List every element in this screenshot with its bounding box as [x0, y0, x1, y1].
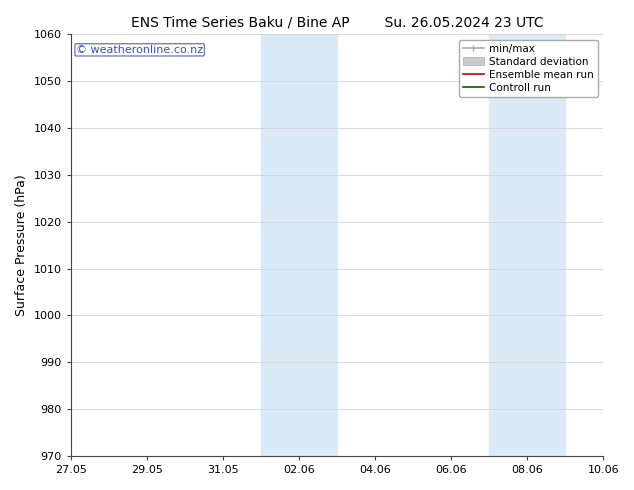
Y-axis label: Surface Pressure (hPa): Surface Pressure (hPa) — [15, 174, 28, 316]
Title: ENS Time Series Baku / Bine AP        Su. 26.05.2024 23 UTC: ENS Time Series Baku / Bine AP Su. 26.05… — [131, 15, 543, 29]
Bar — [261, 34, 337, 456]
Text: © weatheronline.co.nz: © weatheronline.co.nz — [76, 45, 203, 55]
Bar — [489, 34, 565, 456]
Legend: min/max, Standard deviation, Ensemble mean run, Controll run: min/max, Standard deviation, Ensemble me… — [459, 40, 598, 97]
